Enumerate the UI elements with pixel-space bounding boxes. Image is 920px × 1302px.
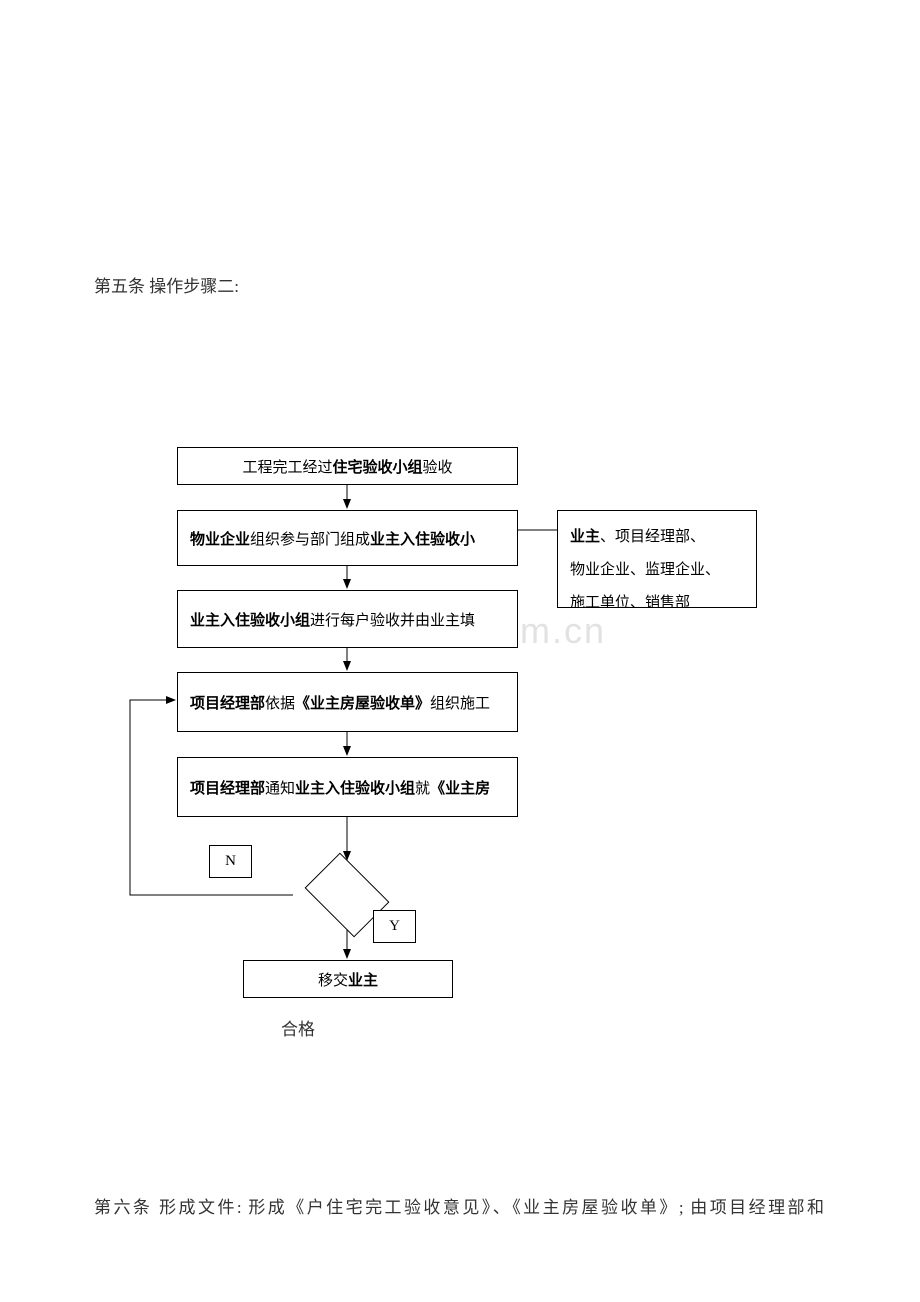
flow-side-note: 业主、项目经理部、 物业企业、监理企业、 施工单位、销售部 [557,510,757,608]
flow-node-3: 业主入住验收小组进行每户验收并由业主填 [177,590,518,648]
flow-node-2-text: 物业企业组织参与部门组成业主入住验收小 [190,528,475,549]
decision-y-label: Y [373,910,416,943]
flow-node-5: 项目经理部通知业主入住验收小组就《业主房 [177,757,518,817]
flow-node-4-text: 项目经理部依据《业主房屋验收单》组织施工 [190,692,490,713]
pass-label: 合格 [281,1015,315,1040]
heading-article-5: 第五条 操作步骤二: [94,272,239,297]
flow-node-4: 项目经理部依据《业主房屋验收单》组织施工 [177,672,518,732]
flow-node-6-text: 移交业主 [318,969,378,990]
flow-side-line-3: 施工单位、销售部 [570,587,744,608]
flow-side-line-2: 物业企业、监理企业、 [570,554,744,587]
flow-node-3-text: 业主入住验收小组进行每户验收并由业主填 [190,609,475,630]
flow-node-5-text: 项目经理部通知业主入住验收小组就《业主房 [190,777,490,798]
flow-node-2: 物业企业组织参与部门组成业主入住验收小 [177,510,518,566]
flow-node-1: 工程完工经过住宅验收小组验收 [177,447,518,485]
heading-article-6: 第六条 形成文件: 形成《户住宅完工验收意见》、《业主房屋验收单》; 由项目经理… [94,1193,824,1218]
decision-n-label: N [209,845,252,878]
flow-node-6: 移交业主 [243,960,453,998]
flow-side-line-1: 业主、项目经理部、 [570,521,744,554]
flow-node-1-text: 工程完工经过住宅验收小组验收 [242,456,452,477]
flowchart-connectors [0,0,920,1302]
